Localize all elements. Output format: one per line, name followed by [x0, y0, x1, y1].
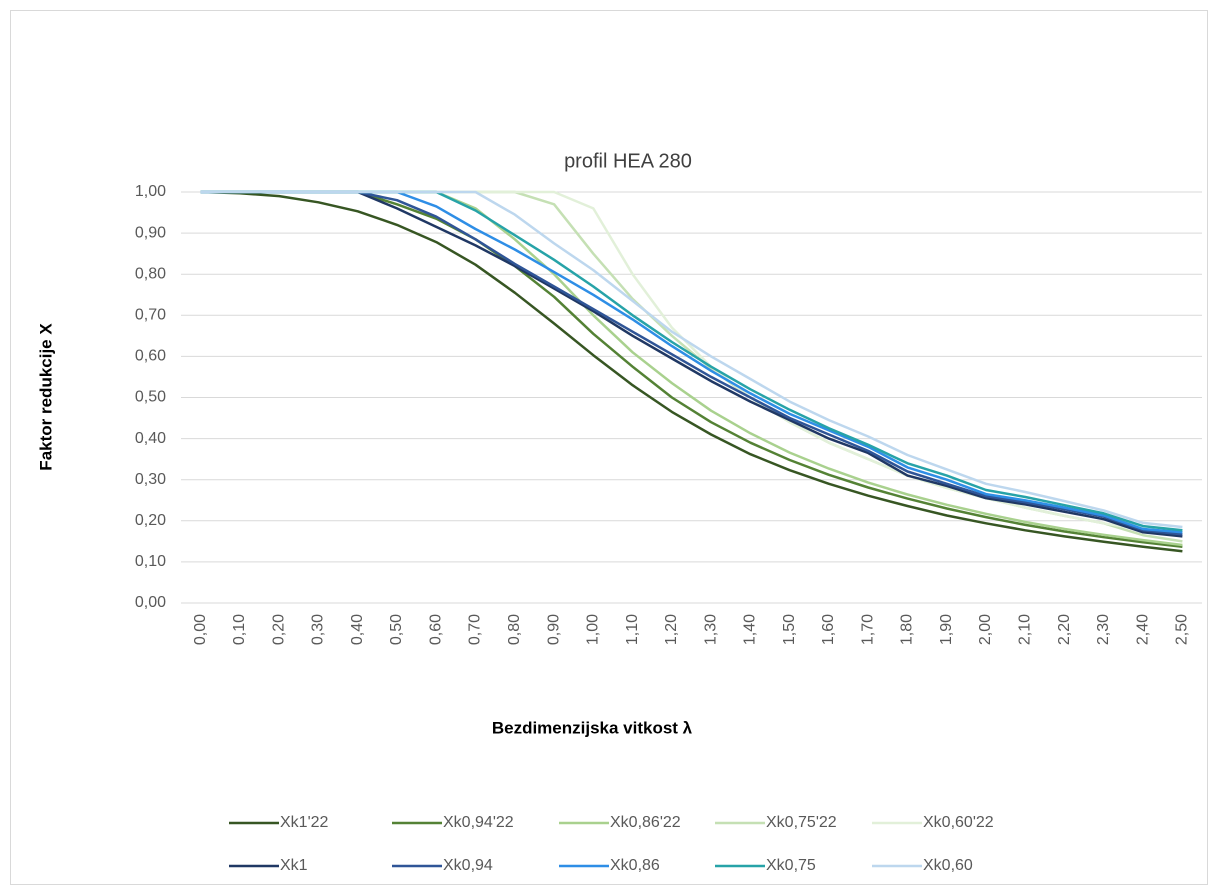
x-tick-label: 0,60: [427, 614, 444, 645]
legend-label: Xk0,60: [923, 857, 973, 874]
x-tick-label: 1,50: [781, 614, 798, 645]
x-tick-label: 2,40: [1134, 614, 1151, 645]
y-tick-label: 1,00: [135, 183, 166, 200]
legend-label: Xk0,94'22: [443, 814, 514, 831]
x-tick-label: 1,00: [585, 614, 602, 645]
y-tick-label: 0,70: [135, 307, 166, 324]
y-tick-label: 0,20: [135, 512, 166, 529]
x-tick-label: 1,30: [702, 614, 719, 645]
x-axis-title: Bezdimenzijska vitkost λ: [492, 718, 693, 737]
legend-label: Xk0,75: [766, 857, 816, 874]
x-tick-label: 1,20: [663, 614, 680, 645]
x-tick-label: 0,50: [388, 614, 405, 645]
x-tick-label: 0,80: [506, 614, 523, 645]
series-line: [200, 190, 1183, 536]
legend-label: Xk0,86: [610, 857, 660, 874]
x-tick-label: 1,60: [820, 614, 837, 645]
x-tick-label: 1,70: [859, 614, 876, 645]
x-tick-label: 0,20: [270, 614, 287, 645]
y-tick-label: 0,40: [135, 430, 166, 447]
x-tick-label: 1,90: [938, 614, 955, 645]
series-line: [200, 190, 1183, 538]
y-tick-label: 0,30: [135, 471, 166, 488]
x-tick-label: 1,40: [742, 614, 759, 645]
x-tick-label: 2,30: [1095, 614, 1112, 645]
series-line: [200, 190, 1183, 553]
legend-label: Xk0,86'22: [610, 814, 681, 831]
legend-label: Xk0,94: [443, 857, 493, 874]
chart-border: [10, 10, 1208, 885]
y-tick-label: 0,90: [135, 224, 166, 241]
x-tick-label: 0,10: [231, 614, 248, 645]
legend-label: Xk1'22: [280, 814, 329, 831]
x-tick-label: 2,10: [1017, 614, 1034, 645]
chart-title: profil HEA 280: [564, 150, 692, 172]
x-tick-label: 0,00: [192, 614, 209, 645]
y-tick-label: 0,60: [135, 348, 166, 365]
y-tick-label: 0,10: [135, 553, 166, 570]
legend-label: Xk0,60'22: [923, 814, 994, 831]
legend-label: Xk1: [280, 857, 308, 874]
y-axis-title: Faktor redukcije X: [36, 323, 55, 471]
x-tick-label: 2,00: [977, 614, 994, 645]
x-tick-label: 0,30: [310, 614, 327, 645]
series-line: [200, 190, 1183, 529]
y-tick-label: 0,50: [135, 389, 166, 406]
x-tick-label: 2,20: [1056, 614, 1073, 645]
y-tick-label: 0,80: [135, 265, 166, 282]
x-tick-label: 1,10: [624, 614, 641, 645]
x-tick-label: 1,80: [899, 614, 916, 645]
x-tick-label: 0,70: [467, 614, 484, 645]
y-tick-label: 0,00: [135, 594, 166, 611]
x-tick-label: 0,90: [545, 614, 562, 645]
x-tick-label: 0,40: [349, 614, 366, 645]
legend-label: Xk0,75'22: [766, 814, 837, 831]
x-tick-label: 2,50: [1174, 614, 1191, 645]
